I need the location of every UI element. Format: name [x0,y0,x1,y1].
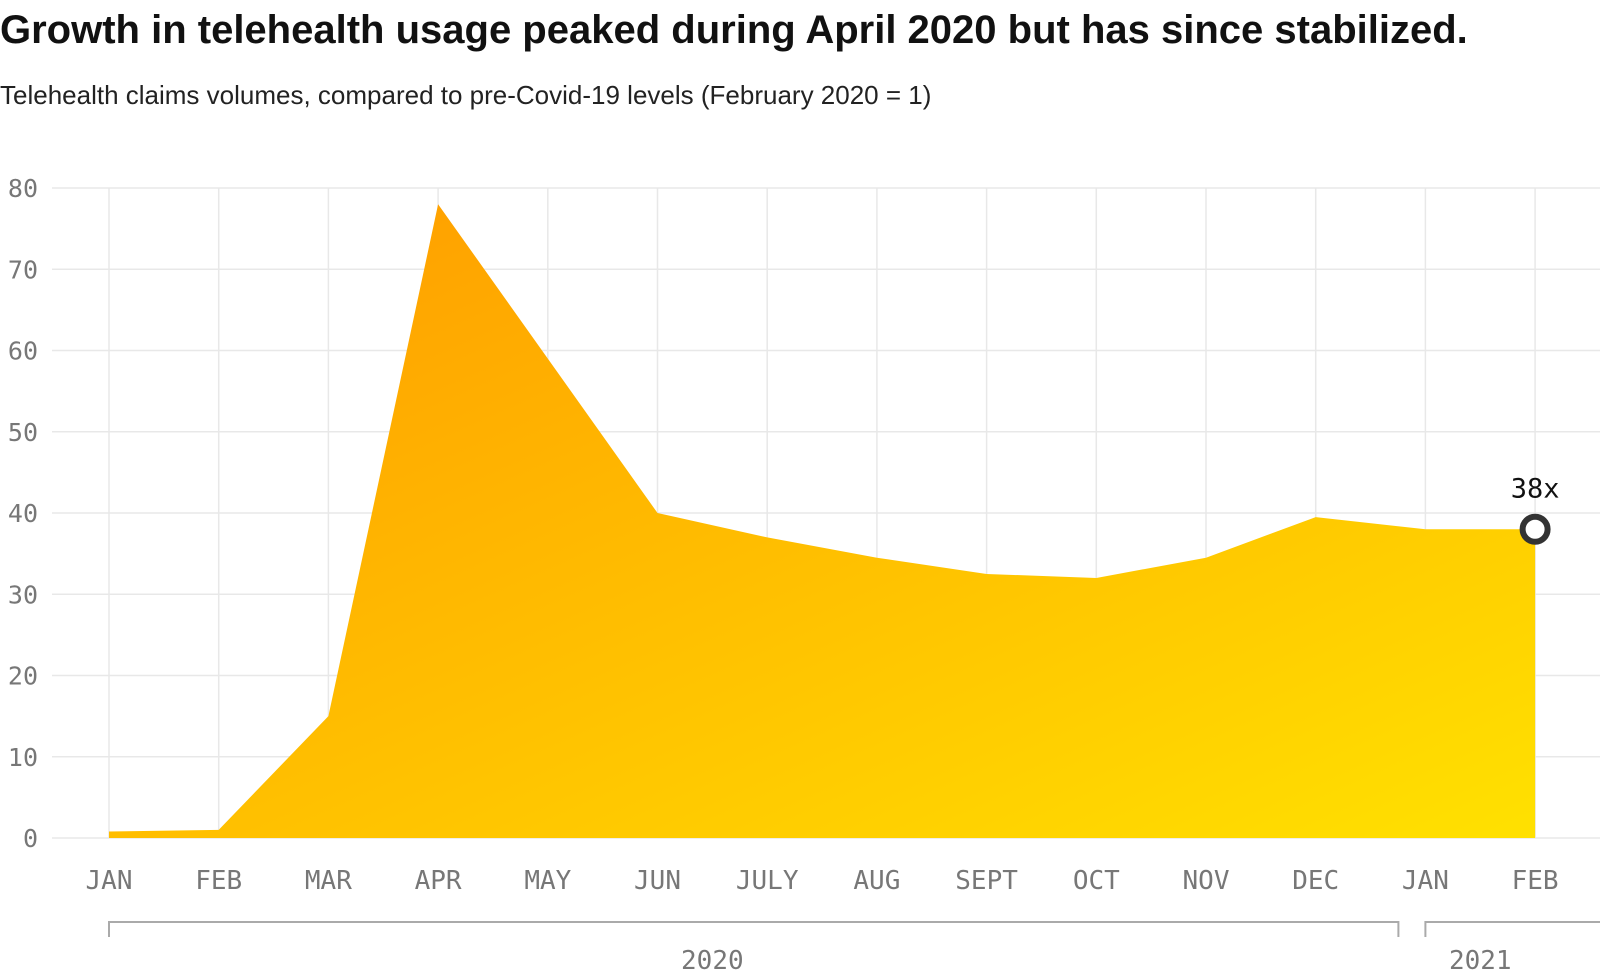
y-axis-ticks: 0 10 20 30 40 50 60 70 80 [8,174,38,853]
x-tick-label: JUN [634,866,681,896]
year-bracket [108,921,1400,937]
x-tick-label: FEB [1512,866,1559,896]
year-label: 2020 [681,946,744,976]
x-tick-label: SEPT [955,866,1018,896]
y-tick-label: 70 [8,255,38,284]
x-tick-label: NOV [1183,866,1230,896]
y-tick-label: 0 [23,824,38,853]
x-tick-label: FEB [195,866,242,896]
year-label: 2021 [1449,946,1512,976]
area-series [109,204,1536,838]
x-tick-label: MAY [524,866,571,896]
end-annotation: 38x [1511,473,1560,545]
year-bracket [1424,921,1600,937]
y-tick-label: 80 [8,174,38,203]
y-tick-label: 10 [8,743,38,772]
y-tick-label: 20 [8,662,38,691]
chart-title: Growth in telehealth usage peaked during… [0,8,1468,52]
y-tick-label: 60 [8,337,38,366]
y-tick-label: 30 [8,580,38,609]
chart-subtitle: Telehealth claims volumes, compared to p… [0,80,932,110]
x-tick-label: JAN [1402,866,1449,896]
x-tick-label: AUG [853,866,900,896]
y-tick-label: 50 [8,418,38,447]
x-tick-label: APR [415,866,462,896]
x-tick-label: DEC [1292,866,1339,896]
year-brackets: 2020 2021 [108,921,1600,976]
x-tick-label: JAN [86,866,133,896]
y-tick-label: 40 [8,499,38,528]
end-point-marker [1519,513,1551,545]
x-axis-categories: JAN FEB MAR APR MAY JUN JULY AUG SEPT OCT NOV DEC JA… [86,866,1559,896]
x-tick-label: MAR [305,866,352,896]
x-tick-label: OCT [1073,866,1120,896]
x-tick-label: JULY [736,866,799,896]
end-point-label: 38x [1511,473,1560,504]
